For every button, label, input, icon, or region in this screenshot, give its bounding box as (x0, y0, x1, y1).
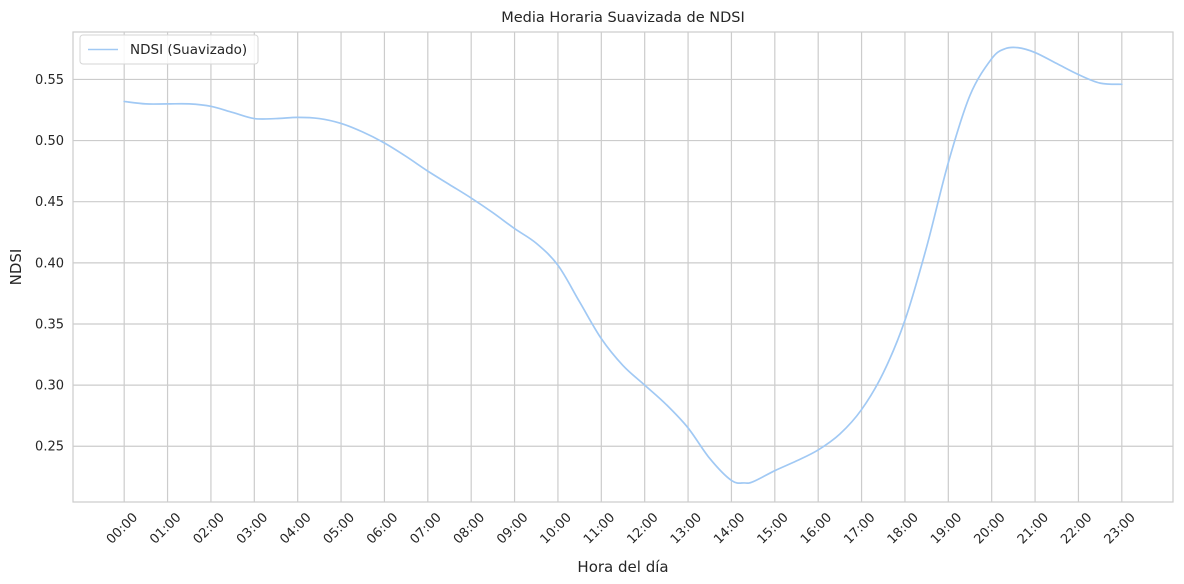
y-tick-label: 0.30 (35, 379, 64, 394)
x-tick-label: 00:00 (104, 510, 141, 547)
y-tick-label: 0.25 (35, 440, 64, 455)
y-axis-title: NDSI (7, 249, 25, 286)
y-tick-label: 0.40 (35, 256, 64, 271)
y-tick-label: 0.55 (35, 73, 64, 88)
x-tick-label: 17:00 (841, 510, 878, 547)
x-tick-label: 11:00 (581, 510, 618, 547)
x-tick-label: 02:00 (191, 510, 228, 547)
legend: NDSI (Suavizado) (79, 34, 259, 65)
x-tick-labels: 00:00 01:00 02:00 03:00 04:00 05:00 06:00 07:00… (104, 510, 1139, 547)
x-axis-title: Hora del día (577, 558, 668, 576)
x-tick-label: 03:00 (234, 510, 271, 547)
x-tick-label: 05:00 (321, 510, 358, 547)
plot-frame (72, 31, 1174, 503)
x-tick-label: 10:00 (538, 510, 575, 547)
legend-label: NDSI (Suavizado) (130, 42, 247, 58)
x-tick-label: 12:00 (624, 510, 661, 547)
x-tick-label: 06:00 (364, 510, 401, 547)
x-tick-label: 23:00 (1102, 510, 1139, 547)
series-layer (123, 46, 1123, 485)
y-tick-label: 0.50 (35, 134, 64, 149)
grid-lines (73, 32, 1173, 502)
x-tick-label: 20:00 (971, 510, 1008, 547)
y-tick-label: 0.35 (35, 317, 64, 332)
y-tick-label: 0.45 (35, 195, 64, 210)
x-tick-label: 22:00 (1058, 510, 1095, 547)
x-tick-label: 04:00 (277, 510, 314, 547)
x-tick-label: 15:00 (755, 510, 792, 547)
chart-title: Media Horaria Suavizada de NDSI (501, 10, 745, 26)
y-tick-labels: 0.25 0.30 0.35 0.40 0.45 0.50 0.55 (35, 73, 64, 455)
x-tick-label: 21:00 (1015, 510, 1052, 547)
x-tick-label: 07:00 (408, 510, 445, 547)
x-tick-label: 13:00 (668, 510, 705, 547)
x-tick-label: 16:00 (798, 510, 835, 547)
x-tick-label: 19:00 (928, 510, 965, 547)
x-tick-label: 14:00 (711, 510, 748, 547)
x-tick-label: 18:00 (885, 510, 922, 547)
x-tick-label: 09:00 (494, 510, 531, 547)
x-tick-label: 08:00 (451, 510, 488, 547)
x-tick-label: 01:00 (147, 510, 184, 547)
series-line-0 (123, 46, 1123, 485)
legend-box (79, 34, 259, 65)
